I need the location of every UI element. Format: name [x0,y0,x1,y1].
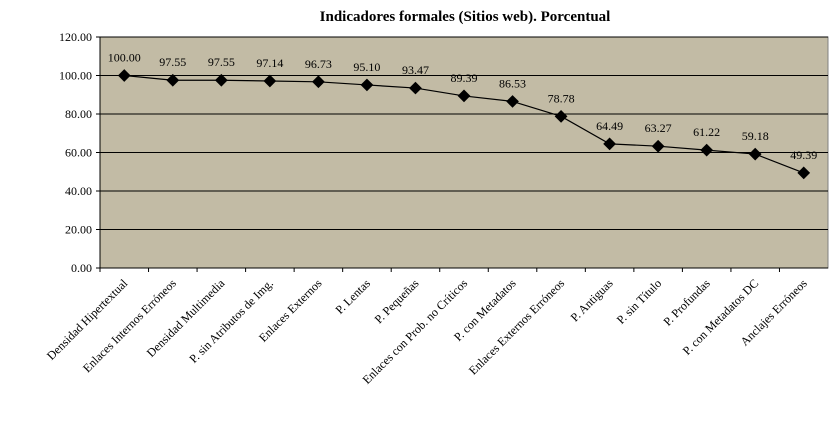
x-tick-label: Enlaces Externos Erróneos [466,276,568,378]
data-label: 97.14 [256,56,283,70]
data-label: 100.00 [108,51,141,65]
x-tick-label: P. Antiguas [568,276,616,324]
y-tick-label: 120.00 [59,30,92,44]
data-label: 97.55 [159,55,186,69]
data-label: 63.27 [645,121,672,135]
x-tick-label: P. Profundas [660,276,713,329]
x-tick-label: P. Pequeñas [372,276,422,326]
x-tick-label: P. sin Título [614,276,665,327]
marker [263,74,277,88]
y-tick-label: 100.00 [59,69,92,83]
data-label: 97.55 [208,55,235,69]
y-tick-label: 40.00 [65,184,92,198]
marker [457,89,471,103]
y-tick-label: 20.00 [65,223,92,237]
data-label: 95.10 [353,60,380,74]
marker [360,78,374,92]
x-tick-label: P. sin Atributos de Img. [186,276,276,366]
data-label: 59.18 [742,129,769,143]
data-label: 93.47 [402,63,429,77]
data-label: 78.78 [548,91,575,105]
marker [166,73,180,87]
data-label: 96.73 [305,57,332,71]
data-label: 49.39 [790,148,817,162]
marker [409,81,422,95]
y-tick-label: 60.00 [65,146,92,160]
data-label: 61.22 [693,125,720,139]
data-label: 64.49 [596,119,623,133]
marker [214,73,228,87]
x-tick-label: Densidad Hipertextual [44,276,131,363]
x-tick-label: P. Lentas [333,276,374,317]
marker [312,75,325,89]
y-tick-label: 80.00 [65,107,92,121]
data-label: 86.53 [499,76,526,90]
y-tick-label: 0.00 [71,261,92,275]
data-label: 89.39 [451,71,478,85]
x-tick-label: Enlaces Internos Erróneos [80,276,179,375]
chart-title: Indicadores formales (Sitios web). Porce… [320,9,611,25]
